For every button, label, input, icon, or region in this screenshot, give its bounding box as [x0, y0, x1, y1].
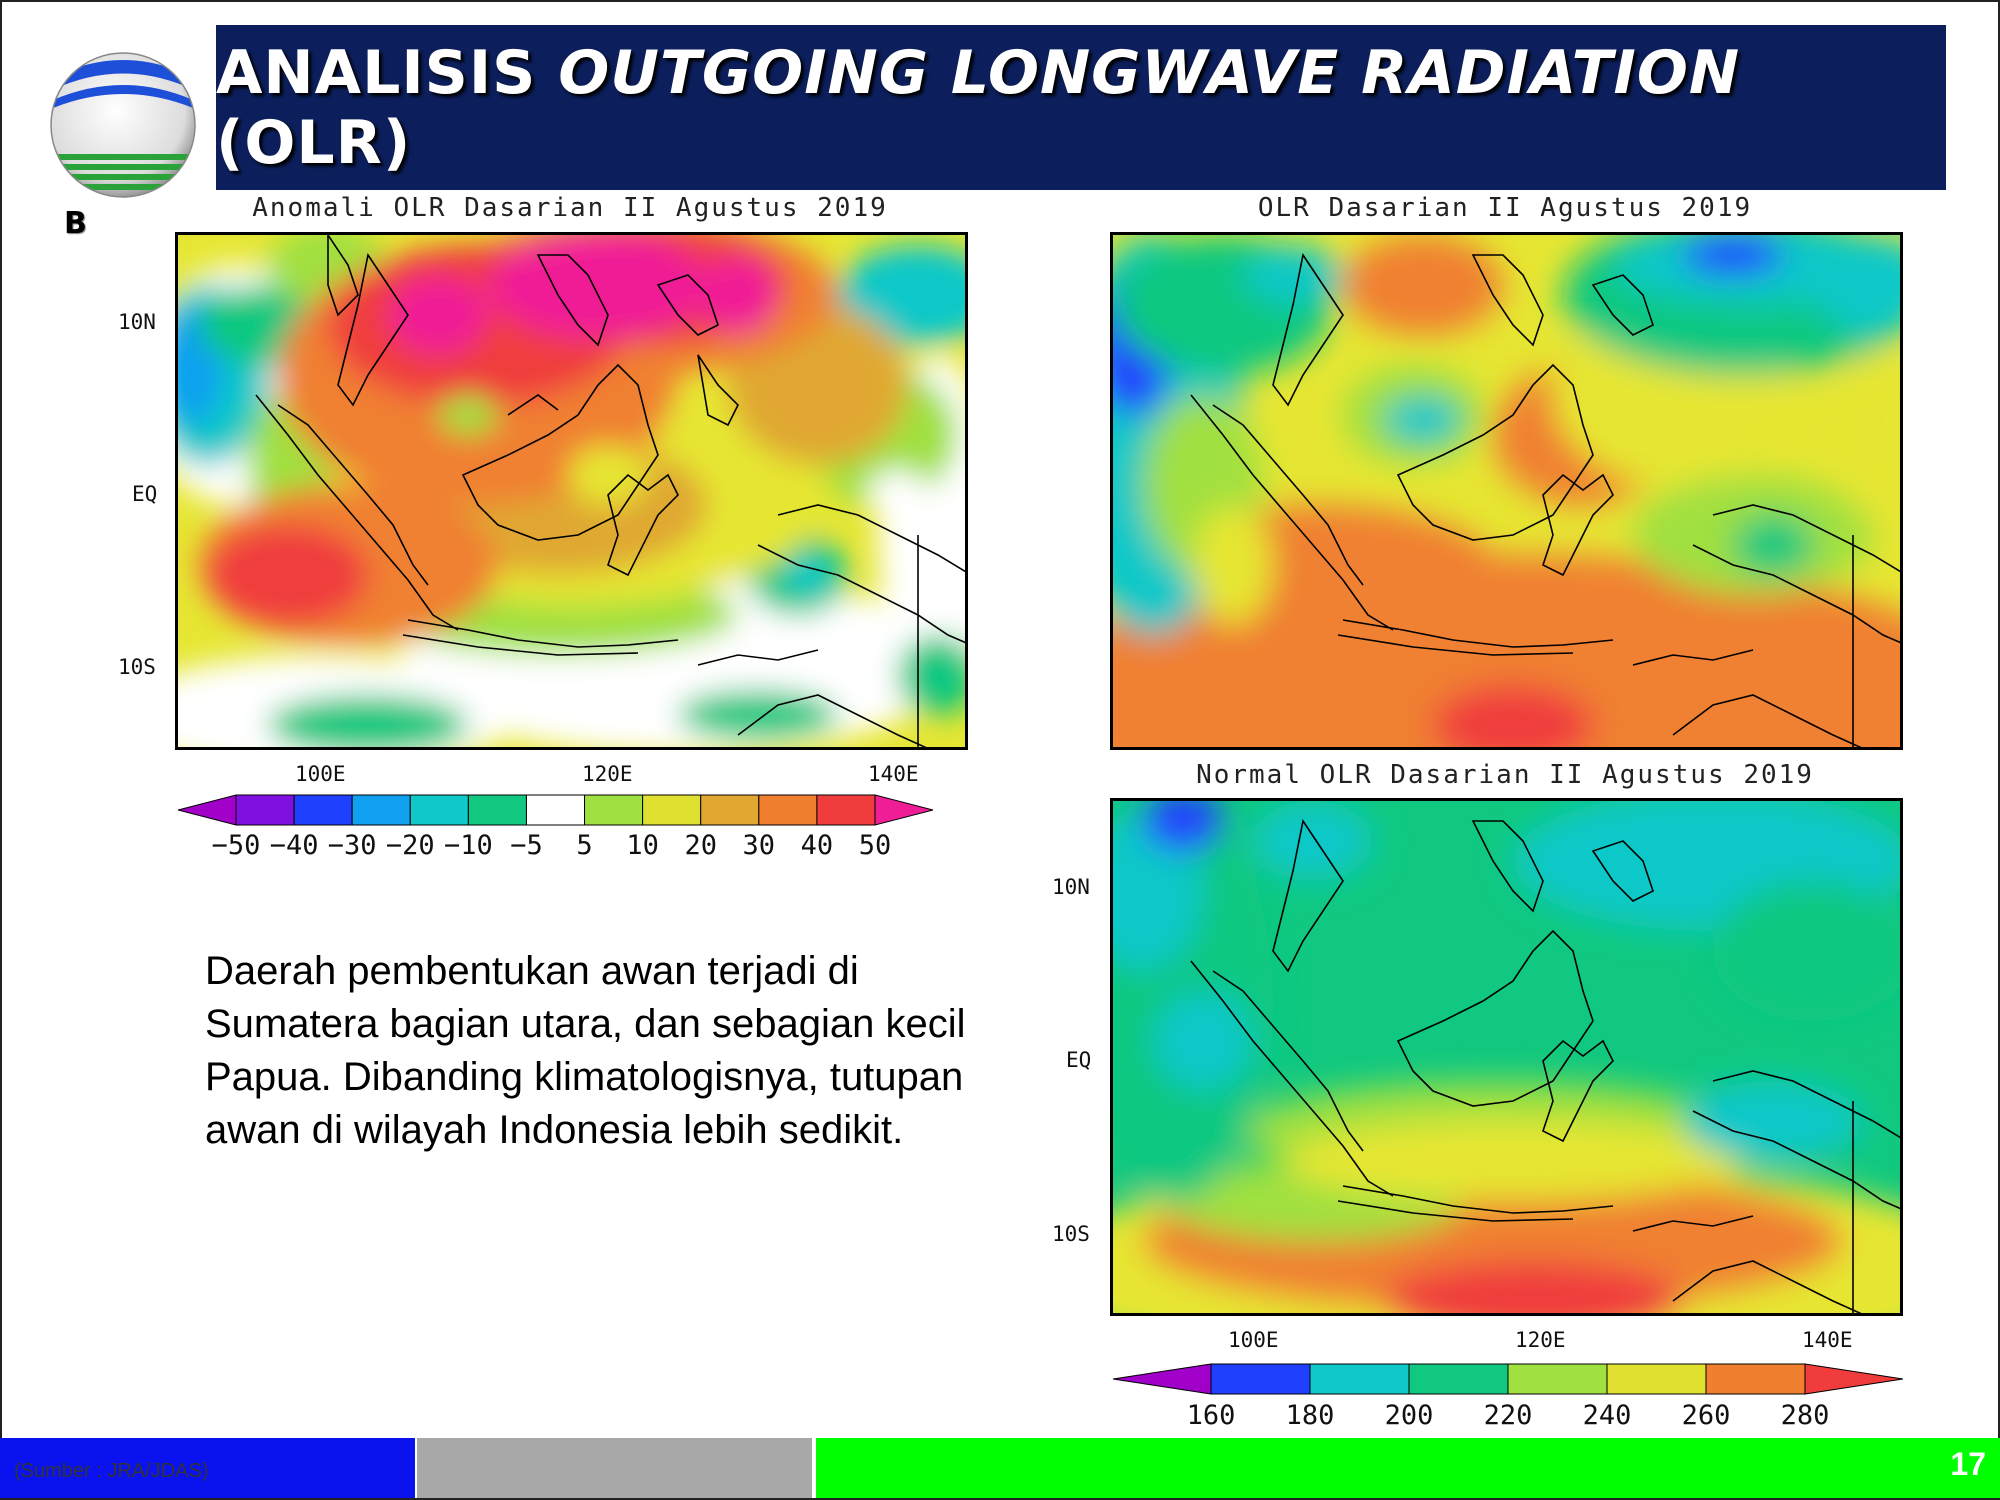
normal-colorbar-swatch [1507, 1363, 1608, 1395]
footer-green-segment: 17 [816, 1438, 2000, 1498]
normal-colorbar-label: 280 [1780, 1400, 1830, 1431]
footer-blue-segment: (Sumber : JRA/JDAS) [0, 1438, 415, 1498]
normal-colorbar-label: 240 [1582, 1400, 1632, 1431]
anomaly-colorbar-label: −50 [211, 830, 261, 861]
anomaly-map [175, 232, 968, 750]
anomaly-colorbar-swatch [178, 794, 237, 826]
anomaly-colorbar-label: 20 [684, 830, 717, 861]
normal-colorbar-label: 180 [1285, 1400, 1335, 1431]
normal-colorbar-label: 160 [1186, 1400, 1236, 1431]
anomaly-colorbar-label: 30 [742, 830, 776, 861]
normal-lon-label: 100E [1228, 1328, 1279, 1352]
anomaly-colorbar-label: −5 [510, 830, 543, 861]
anomaly-colorbar-label: 10 [626, 830, 659, 861]
anomaly-colorbar-label: 40 [800, 830, 834, 861]
normal-colorbar-label: 220 [1483, 1400, 1533, 1431]
normal-colorbar-swatch [1210, 1363, 1311, 1395]
title-bar: ANALISIS OUTGOING LONGWAVE RADIATION (OL… [216, 25, 1946, 190]
normal-colorbar-swatch [1113, 1363, 1212, 1395]
normal-colorbar-label: 200 [1384, 1400, 1434, 1431]
anomaly-colorbar-swatch [293, 794, 353, 826]
title-prefix: ANALISIS [216, 37, 559, 108]
anomaly-colorbar-swatch [409, 794, 469, 826]
anomaly-colorbar-label: −30 [327, 830, 377, 861]
footer: (Sumber : JRA/JDAS) 17 [0, 1438, 2000, 1500]
anomaly-colorbar-swatch [816, 794, 876, 826]
anomaly-colorbar-swatch [525, 794, 586, 826]
anomaly-colorbar-swatch [584, 794, 644, 826]
anomaly-colorbar-swatch [467, 794, 527, 826]
slide-title: ANALISIS OUTGOING LONGWAVE RADIATION (OL… [216, 38, 1946, 178]
anomaly-colorbar-swatch [235, 794, 295, 826]
page-number: 17 [1950, 1446, 1986, 1482]
bmkg-logo [48, 50, 198, 200]
anomaly-colorbar [178, 793, 933, 827]
olr-map-title: OLR Dasarian II Agustus 2019 [1257, 193, 1753, 223]
footer-gray-segment [417, 1438, 812, 1498]
normal-lon-label: 140E [1802, 1328, 1853, 1352]
description-text: Daerah pembentukan awan terjadi di Sumat… [205, 949, 966, 1152]
normal-colorbar-swatch [1606, 1363, 1707, 1395]
normal-lon-label: 120E [1515, 1328, 1566, 1352]
anomaly-colorbar-label: −10 [443, 830, 493, 861]
anomaly-colorbar-label: 5 [576, 830, 593, 861]
title-suffix: (OLR) [216, 107, 412, 178]
normal-lat-label: 10S [1052, 1222, 1090, 1246]
normal-colorbar-swatch [1309, 1363, 1410, 1395]
source-note: (Sumber : JRA/JDAS) [14, 1460, 209, 1482]
anomaly-colorbar-label: −40 [269, 830, 319, 861]
anomaly-colorbar-label: −20 [385, 830, 435, 861]
normal-colorbar-swatch [1705, 1363, 1806, 1395]
anomaly-lon-label: 100E [295, 762, 346, 786]
normal-colorbar-label: 260 [1681, 1400, 1731, 1431]
anomaly-colorbar-labels: −50 −40 −30 −20 −10 −5 5 10 20 30 40 50 [178, 830, 933, 864]
normal-colorbar-labels: 160 180 200 220 240 260 280 [1113, 1400, 1903, 1434]
normal-map-title: Normal OLR Dasarian II Agustus 2019 [1196, 760, 1814, 790]
anomaly-lat-label: 10S [118, 655, 156, 679]
normal-map [1110, 798, 1903, 1316]
normal-colorbar [1113, 1362, 1903, 1396]
anomaly-colorbar-swatch [351, 794, 411, 826]
anomaly-lon-label: 120E [582, 762, 633, 786]
normal-colorbar-swatch [1804, 1363, 1903, 1395]
anomaly-colorbar-label: 50 [858, 830, 892, 861]
anomaly-lat-label: EQ [132, 482, 158, 506]
anomaly-colorbar-swatch [700, 794, 760, 826]
title-italic: OUTGOING LONGWAVE RADIATION [558, 37, 1741, 108]
olr-map [1110, 232, 1903, 750]
anomaly-colorbar-swatch [642, 794, 702, 826]
anomaly-lat-label: 10N [118, 310, 156, 334]
normal-colorbar-swatch [1408, 1363, 1509, 1395]
anomaly-lon-label: 140E [868, 762, 919, 786]
anomaly-colorbar-swatch [874, 794, 933, 826]
anomaly-colorbar-swatch [758, 794, 818, 826]
panel-letter: B [64, 206, 87, 241]
normal-lat-label: EQ [1066, 1048, 1092, 1072]
anomaly-map-title: Anomali OLR Dasarian II Agustus 2019 [252, 193, 888, 223]
normal-lat-label: 10N [1052, 875, 1090, 899]
